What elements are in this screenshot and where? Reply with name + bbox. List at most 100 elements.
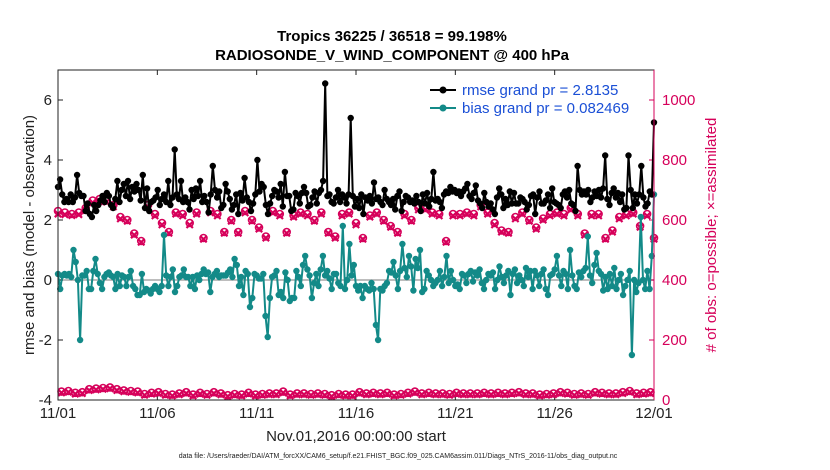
bias-point: [483, 276, 490, 284]
obs-possible-point: [330, 232, 340, 241]
obs-assimilated-point: [462, 210, 471, 218]
obs-assimilated-point: [601, 235, 610, 244]
obs-assimilated-point: [542, 391, 551, 400]
rmse-point: [563, 194, 571, 201]
obs-possible-point: [303, 209, 312, 219]
bias-point: [611, 264, 618, 272]
rmse-point: [105, 192, 113, 200]
obs-assimilated-point: [320, 391, 329, 400]
bias-point: [302, 252, 309, 260]
bias-point: [438, 282, 446, 290]
rmse-point: [201, 192, 208, 200]
rmse-point: [319, 177, 327, 185]
rmse-point: [415, 198, 422, 206]
rmse-point: [546, 204, 554, 212]
obs-possible-point: [642, 209, 652, 219]
rmse-point: [247, 207, 255, 215]
rmse-point: [557, 204, 564, 212]
rmse-point: [334, 186, 342, 194]
bias-point: [606, 270, 614, 278]
obs-assimilated-point: [629, 210, 638, 218]
bias-point: [463, 279, 470, 287]
bias-point: [246, 303, 254, 311]
bias-point: [383, 279, 391, 287]
obs-assimilated-point: [483, 210, 492, 218]
obs-assimilated-point: [452, 390, 461, 398]
rmse-point: [109, 204, 117, 212]
obs-assimilated-point: [646, 389, 655, 398]
obs-assimilated-point: [445, 391, 454, 400]
obs-assimilated-point: [473, 390, 482, 399]
obs-possible-point: [254, 223, 264, 232]
bias-point: [92, 255, 99, 263]
rmse-point: [88, 213, 96, 221]
bias-point: [372, 321, 380, 329]
obs-assimilated-point: [258, 391, 267, 400]
obs-possible-point: [233, 227, 243, 237]
obs-assimilated-point: [348, 391, 357, 400]
rmse-point: [387, 201, 395, 209]
bias-point: [520, 282, 527, 290]
obs-assimilated-point: [584, 391, 593, 400]
obs-assimilated-point: [625, 388, 634, 397]
y-left-tick-label: 4: [44, 152, 52, 169]
rmse-point: [133, 180, 140, 188]
obs-assimilated-point: [331, 234, 340, 242]
obs-possible-point: [227, 215, 236, 225]
x-tick-label: 11/21: [437, 405, 473, 422]
bias-point: [127, 267, 134, 275]
rmse-point: [307, 201, 314, 209]
obs-possible-point: [469, 209, 479, 219]
rmse-point: [184, 198, 191, 206]
bias-point: [456, 285, 463, 293]
bias-point: [231, 255, 238, 263]
bias-point: [319, 252, 327, 260]
obs-assimilated-point: [480, 390, 489, 398]
obs-assimilated-point: [591, 389, 600, 398]
bias-point: [304, 266, 311, 273]
legend: rmse grand pr = 2.8135 bias grand pr = 0…: [430, 82, 629, 117]
y-right-tick-label: 200: [662, 332, 687, 349]
rmse-point: [222, 180, 229, 188]
bias-point: [138, 270, 146, 278]
obs-possible-point: [344, 208, 354, 217]
bias-point: [469, 278, 477, 285]
obs-possible-point: [310, 215, 319, 225]
obs-assimilated-point: [112, 386, 121, 395]
bias-point: [264, 333, 271, 341]
bias-point: [280, 294, 287, 302]
rmse-point: [436, 198, 443, 206]
bias-point: [167, 273, 174, 281]
bias-point: [564, 285, 572, 293]
rmse-point: [585, 186, 592, 194]
obs-assimilated-point: [507, 390, 516, 398]
obs-assimilated-point: [272, 390, 281, 399]
bias-point: [308, 294, 316, 302]
obs-assimilated-point: [334, 391, 343, 400]
rmse-point: [536, 188, 543, 195]
obs-possible-point: [323, 227, 333, 237]
bias-point: [160, 231, 168, 239]
bias-point: [324, 267, 331, 275]
bias-point: [582, 264, 589, 272]
bias-point: [315, 282, 322, 290]
rmse-point: [254, 156, 261, 164]
rmse-point: [633, 200, 641, 207]
obs-assimilated-point: [133, 388, 142, 397]
obs-assimilated-point: [632, 390, 641, 399]
bias-point: [187, 282, 194, 290]
bias-point: [68, 273, 75, 281]
rmse-point: [616, 198, 624, 206]
bias-point: [297, 282, 304, 290]
bias-point: [619, 291, 627, 299]
obs-assimilated-point: [168, 391, 177, 400]
bias-point: [584, 233, 591, 240]
bias-point: [566, 246, 574, 254]
y-axis-right-label: # of obs: o=possible; ×=assimilated: [703, 118, 720, 353]
chart-title-line1: Tropics 36225 / 36518 = 99.198%: [277, 28, 507, 45]
bias-point: [408, 263, 415, 270]
obs-assimilated-point: [598, 390, 606, 398]
bias-point: [244, 270, 251, 278]
obs-assimilated-point: [352, 220, 360, 229]
rmse-point: [194, 192, 202, 200]
